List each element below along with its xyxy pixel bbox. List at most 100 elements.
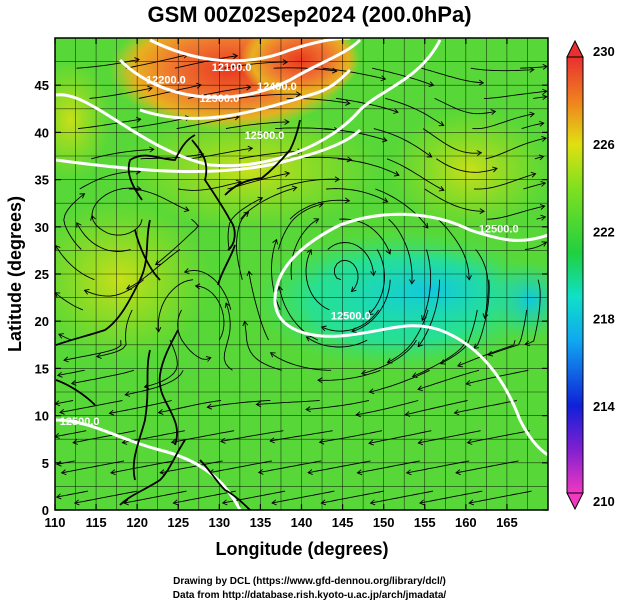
streamline-arrow	[291, 185, 298, 192]
streamline-arrow	[530, 171, 537, 178]
streamline-arrow	[96, 352, 102, 359]
streamline	[485, 137, 547, 160]
colorbar-label: 210	[593, 494, 615, 509]
streamline	[61, 460, 125, 474]
streamline	[385, 97, 444, 126]
streamline	[155, 218, 199, 265]
credit-data: Data from http://database.rish.kyoto-u.a…	[172, 590, 447, 601]
streamline-arrow	[60, 469, 67, 476]
streamline	[386, 158, 445, 191]
streamline-arrow	[411, 372, 418, 378]
streamline	[525, 279, 541, 345]
streamline-arrow	[405, 469, 412, 476]
streamline	[77, 118, 141, 130]
streamline-arrow	[206, 403, 213, 410]
colorbar-label: 218	[593, 312, 615, 327]
streamline	[220, 430, 284, 442]
streamline-arrow	[58, 333, 64, 339]
streamline-arrow	[382, 197, 389, 203]
streamline-arrow	[183, 268, 190, 275]
streamline	[306, 336, 368, 348]
streamline-arrow	[404, 411, 411, 417]
streamline	[270, 352, 332, 371]
x-tick-label: 150	[373, 515, 395, 530]
streamline-arrow	[421, 315, 427, 321]
streamline	[174, 55, 238, 69]
streamline-arrow	[457, 361, 463, 368]
streamline	[306, 400, 369, 410]
streamline	[487, 309, 528, 356]
streamline-arrow	[529, 111, 535, 118]
streamline-arrow	[305, 406, 311, 413]
streamline	[472, 113, 535, 130]
streamline	[483, 90, 547, 99]
streamline	[333, 259, 359, 292]
streamline-arrow	[221, 499, 228, 506]
streamline-arrow	[56, 371, 63, 378]
streamline	[475, 249, 489, 319]
streamline-arrow	[540, 214, 547, 221]
streamline	[91, 187, 142, 220]
streamline	[534, 155, 544, 160]
y-axis: 0 5 10 15 20 25 30 35 40 45	[35, 78, 548, 518]
colorbar-label: 222	[593, 224, 615, 239]
streamline-arrow	[356, 469, 363, 476]
streamline	[58, 333, 72, 341]
streamline-arrow	[305, 336, 312, 342]
streamline-arrow	[386, 358, 393, 364]
streamline	[56, 490, 88, 498]
y-tick-label: 35	[35, 173, 49, 188]
streamline-arrow	[124, 391, 131, 397]
streamline	[76, 222, 131, 252]
streamline-arrow	[257, 196, 264, 203]
streamline-arrow	[110, 469, 116, 476]
streamline	[236, 211, 249, 280]
streamline-arrow	[90, 214, 96, 221]
streamline-arrow	[154, 259, 161, 266]
streamline	[110, 460, 174, 474]
x-tick-label: 115	[86, 515, 107, 530]
streamline	[125, 54, 188, 69]
streamline	[173, 490, 236, 504]
streamline	[339, 218, 391, 255]
streamline	[469, 490, 532, 504]
streamline-arrow	[468, 499, 474, 506]
streamline-arrow	[56, 460, 62, 467]
streamline-arrow	[426, 152, 433, 158]
streamline-arrow	[419, 499, 425, 506]
contour-label: 12500.0	[245, 130, 285, 142]
height-contours	[55, 38, 548, 510]
streamline-arrow	[334, 176, 341, 183]
streamline	[271, 490, 335, 504]
streamline	[417, 279, 440, 347]
streamline	[321, 309, 380, 332]
streamline	[256, 400, 320, 405]
contour-label: 12400.0	[257, 81, 297, 93]
streamline-arrow	[487, 350, 494, 357]
streamline-arrow	[224, 302, 231, 309]
streamline-arrow	[453, 409, 460, 416]
streamline	[326, 188, 388, 203]
streamline	[421, 67, 484, 84]
streamline	[89, 87, 153, 99]
streamline-arrow	[417, 385, 423, 392]
streamline	[422, 128, 482, 154]
streamline	[178, 181, 241, 191]
streamline-arrow	[541, 94, 548, 101]
streamline	[239, 150, 302, 160]
colorbar: 230 226 222 218 214 210	[566, 39, 615, 511]
streamline-arrow	[155, 327, 162, 333]
streamline	[195, 285, 225, 341]
streamline-arrow	[370, 270, 377, 277]
streamline	[128, 188, 189, 212]
streamline	[521, 122, 544, 130]
streamline	[127, 116, 190, 130]
x-tick-label: 130	[208, 515, 230, 530]
streamline	[322, 67, 386, 80]
colorbar-min-arrow	[566, 492, 584, 511]
streamline-arrow	[269, 352, 276, 358]
streamline-arrow	[134, 57, 140, 64]
streamline	[523, 182, 546, 190]
x-tick-label: 155	[414, 515, 436, 530]
streamline-arrow	[466, 439, 473, 445]
